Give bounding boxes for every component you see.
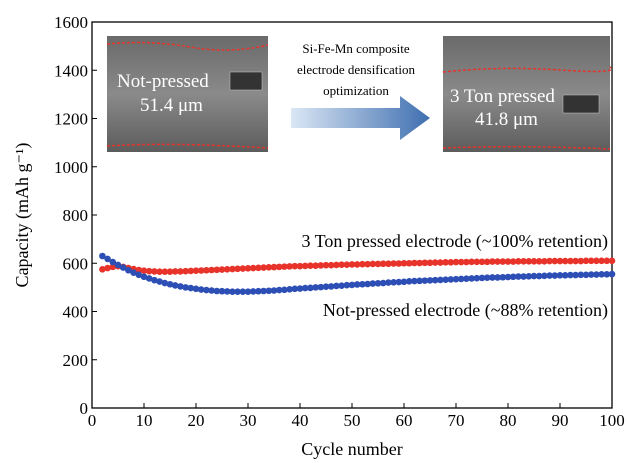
x-tick-label: 50 xyxy=(344,411,361,430)
y-tick-label: 1200 xyxy=(54,110,88,129)
series-annotation: Not-pressed electrode (~88% retention) xyxy=(323,300,608,321)
x-axis-label: Cycle number xyxy=(301,439,402,459)
x-tick-label: 20 xyxy=(188,411,205,430)
series-annotation: 3 Ton pressed electrode (~100% retention… xyxy=(301,231,608,252)
y-tick-label: 1000 xyxy=(54,158,88,177)
data-point xyxy=(609,271,616,278)
x-tick-label: 30 xyxy=(240,411,257,430)
x-tick-label: 90 xyxy=(552,411,569,430)
inset-label: 51.4 μm xyxy=(140,95,203,116)
chart: 0102030405060708090100020040060080010001… xyxy=(0,0,629,463)
y-tick-label: 600 xyxy=(63,254,89,273)
arrow-text: electrode densification xyxy=(297,62,416,77)
y-tick-label: 800 xyxy=(63,206,89,225)
x-tick-label: 0 xyxy=(88,411,97,430)
x-tick-label: 10 xyxy=(136,411,153,430)
x-tick-label: 40 xyxy=(292,411,309,430)
y-tick-label: 0 xyxy=(80,399,89,418)
inset-label: 41.8 μm xyxy=(475,109,538,130)
arrow-text: Si-Fe-Mn composite xyxy=(302,41,409,56)
x-tick-label: 60 xyxy=(396,411,413,430)
inset-arrow: Si-Fe-Mn composite electrode densificati… xyxy=(291,41,430,140)
data-point xyxy=(609,258,616,265)
y-tick-label: 1600 xyxy=(54,13,88,32)
inset-left: Not-pressed 51.4 μm xyxy=(107,36,268,152)
inset-label: 3 Ton pressed xyxy=(450,86,555,107)
y-tick-label: 400 xyxy=(63,303,89,322)
arrow-text: optimization xyxy=(323,83,389,98)
y-tick-label: 200 xyxy=(63,351,89,370)
x-tick-label: 70 xyxy=(448,411,465,430)
x-tick-label: 100 xyxy=(599,411,625,430)
inset-label: Not-pressed xyxy=(117,71,209,92)
inset-right: 3 Ton pressed 41.8 μm xyxy=(443,36,611,152)
y-tick-label: 1400 xyxy=(54,61,88,80)
x-tick-label: 80 xyxy=(500,411,517,430)
y-axis-label: Capacity (mAh g⁻¹) xyxy=(12,143,33,288)
